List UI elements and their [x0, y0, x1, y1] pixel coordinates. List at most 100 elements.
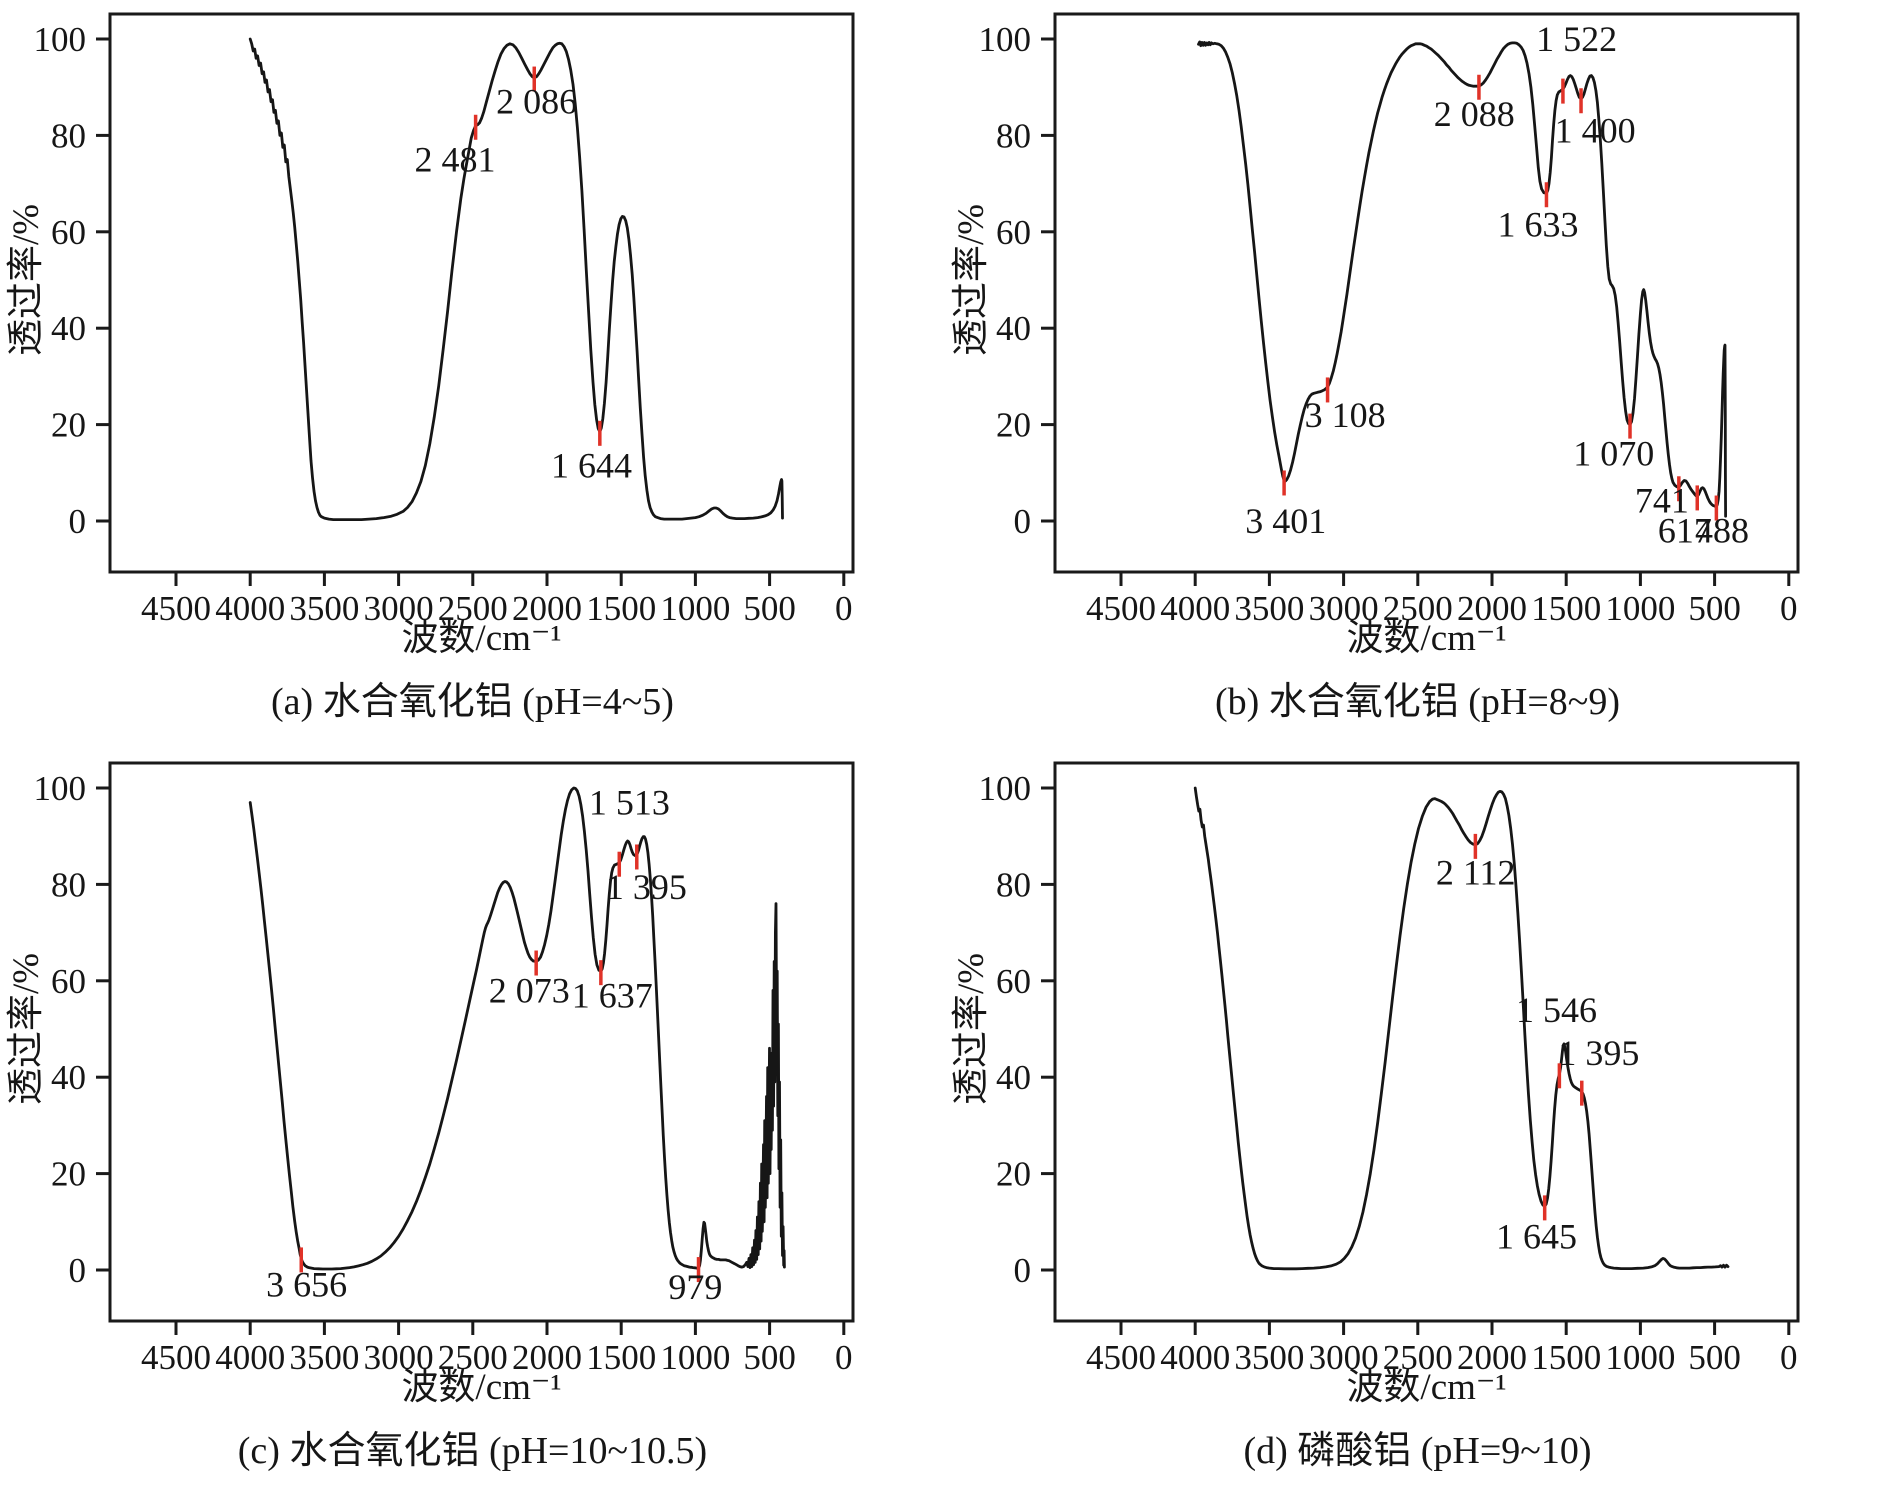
panel-b: 4500 4000 3500 3000 2500 2000 1500 1000 500 0 0 20 4… [945, 0, 1890, 749]
x-tick-label: 2000 [1457, 1338, 1527, 1377]
plot-border [108, 12, 855, 574]
x-tick-label: 4000 [215, 589, 285, 628]
peak-label: 1 395 [1558, 1033, 1639, 1073]
peak-label: 2 073 [489, 970, 570, 1010]
x-tick-label: 1000 [660, 1338, 730, 1377]
x-tick-label: 2000 [512, 589, 582, 628]
panel-a-plot: 4500 4000 3500 3000 2500 2000 1500 1000 500 0 0 20 4… [5, 12, 855, 659]
peak-label: 2 481 [414, 140, 495, 180]
x-tick-label: 2000 [512, 1338, 582, 1377]
x-tick-label: 4000 [1160, 1338, 1230, 1377]
panel-d-caption: (d) 磷酸铝 (pH=9~10) [1243, 1430, 1592, 1472]
y-tick-label: 0 [69, 1251, 87, 1290]
peak-label: 1 395 [606, 867, 687, 907]
plot-border [1053, 12, 1800, 574]
y-tick-label: 20 [51, 1155, 86, 1194]
x-axis-title: 波数/cm⁻¹ [401, 1366, 561, 1408]
x-tick-label: 3000 [364, 1338, 434, 1377]
y-tick-label: 0 [1014, 1251, 1032, 1290]
y-tick-label: 0 [69, 502, 87, 541]
x-tick-label: 500 [1688, 589, 1741, 628]
x-axis-title: 波数/cm⁻¹ [401, 617, 561, 659]
x-axis-title: 波数/cm⁻¹ [1346, 1366, 1506, 1408]
y-axis-title: 透过率/% [950, 953, 992, 1105]
panel-a: 4500 4000 3500 3000 2500 2000 1500 1000 500 0 0 20 4… [0, 0, 945, 749]
y-tick-label: 40 [51, 309, 86, 348]
x-tick-label: 3500 [289, 589, 359, 628]
x-tick-label: 4000 [1160, 589, 1230, 628]
x-tick-label: 0 [1780, 1338, 1798, 1377]
x-tick-label: 2500 [1383, 1338, 1453, 1377]
plot-border [1053, 761, 1800, 1323]
peak-label: 1 633 [1498, 205, 1579, 245]
x-tick-label: 0 [1780, 589, 1798, 628]
plot-border [108, 761, 855, 1323]
x-tick-label: 1500 [586, 1338, 656, 1377]
y-tick-label: 60 [51, 962, 86, 1001]
x-tick-label: 2500 [438, 1338, 508, 1377]
panel-c: 4500 4000 3500 3000 2500 2000 1500 1000 500 0 0 20 4… [0, 749, 945, 1499]
y-tick-label: 80 [51, 865, 86, 904]
y-tick-label: 100 [979, 769, 1032, 808]
x-tick-label: 1500 [1531, 589, 1601, 628]
y-tick-label: 0 [1014, 502, 1032, 541]
y-axis-title: 透过率/% [950, 204, 992, 356]
x-tick-label: 3000 [364, 589, 434, 628]
x-tick-label: 3000 [1309, 589, 1379, 628]
spectrum-curve [1193, 786, 1730, 1271]
x-tick-label: 4500 [1086, 589, 1156, 628]
x-tick-label: 2500 [1383, 589, 1453, 628]
x-tick-label: 4500 [141, 1338, 211, 1377]
peak-label: 617 [1658, 511, 1712, 551]
y-tick-label: 60 [996, 213, 1031, 252]
y-tick-label: 80 [996, 116, 1031, 155]
x-tick-label: 500 [743, 589, 796, 628]
x-tick-label: 500 [743, 1338, 796, 1377]
peak-label: 3 401 [1245, 501, 1326, 541]
x-tick-label: 4500 [141, 589, 211, 628]
x-tick-label: 3500 [1234, 1338, 1304, 1377]
y-tick-label: 100 [979, 20, 1032, 59]
peak-label: 1 637 [572, 975, 653, 1015]
x-tick-label: 1000 [1605, 1338, 1675, 1377]
y-tick-label: 60 [996, 962, 1031, 1001]
y-tick-label: 80 [51, 116, 86, 155]
y-tick-label: 100 [34, 20, 87, 59]
spectrum-curve [1197, 40, 1727, 518]
spectrum-curve [248, 786, 786, 1271]
spectrum-curve [248, 37, 784, 521]
panel-a-caption: (a) 水合氧化铝 (pH=4~5) [271, 681, 674, 723]
y-axis-title: 透过率/% [5, 953, 47, 1105]
panel-b-plot: 4500 4000 3500 3000 2500 2000 1500 1000 500 0 0 20 4… [950, 12, 1800, 659]
y-tick-label: 20 [996, 406, 1031, 445]
y-tick-label: 100 [34, 769, 87, 808]
peak-label: 3 656 [266, 1265, 347, 1305]
peak-label: 488 [1695, 511, 1749, 551]
panel-b-caption: (b) 水合氧化铝 (pH=8~9) [1214, 681, 1621, 723]
panel-d-plot: 4500 4000 3500 3000 2500 2000 1500 1000 500 0 0 20 4… [950, 761, 1800, 1408]
panel-d: 4500 4000 3500 3000 2500 2000 1500 1000 500 0 0 20 4… [945, 749, 1890, 1499]
peak-label: 1 070 [1573, 434, 1654, 474]
y-tick-label: 60 [51, 213, 86, 252]
peak-label: 1 644 [551, 446, 632, 486]
y-tick-label: 80 [996, 865, 1031, 904]
peak-label: 2 088 [1434, 94, 1515, 134]
peak-label: 1 546 [1516, 990, 1597, 1030]
y-tick-label: 20 [51, 406, 86, 445]
peak-label: 1 513 [589, 783, 670, 823]
x-tick-label: 1000 [1605, 589, 1675, 628]
y-tick-label: 40 [996, 1058, 1031, 1097]
x-tick-label: 0 [835, 589, 853, 628]
y-axis-title: 透过率/% [5, 204, 47, 356]
x-tick-label: 2500 [438, 589, 508, 628]
x-tick-label: 3500 [1234, 589, 1304, 628]
peak-label: 2 086 [496, 82, 577, 122]
x-tick-label: 3000 [1309, 1338, 1379, 1377]
peak-label: 1 645 [1496, 1216, 1577, 1256]
y-tick-label: 40 [51, 1058, 86, 1097]
x-tick-label: 4500 [1086, 1338, 1156, 1377]
peak-label: 979 [668, 1267, 722, 1307]
y-tick-label: 40 [996, 309, 1031, 348]
x-tick-label: 3500 [289, 1338, 359, 1377]
